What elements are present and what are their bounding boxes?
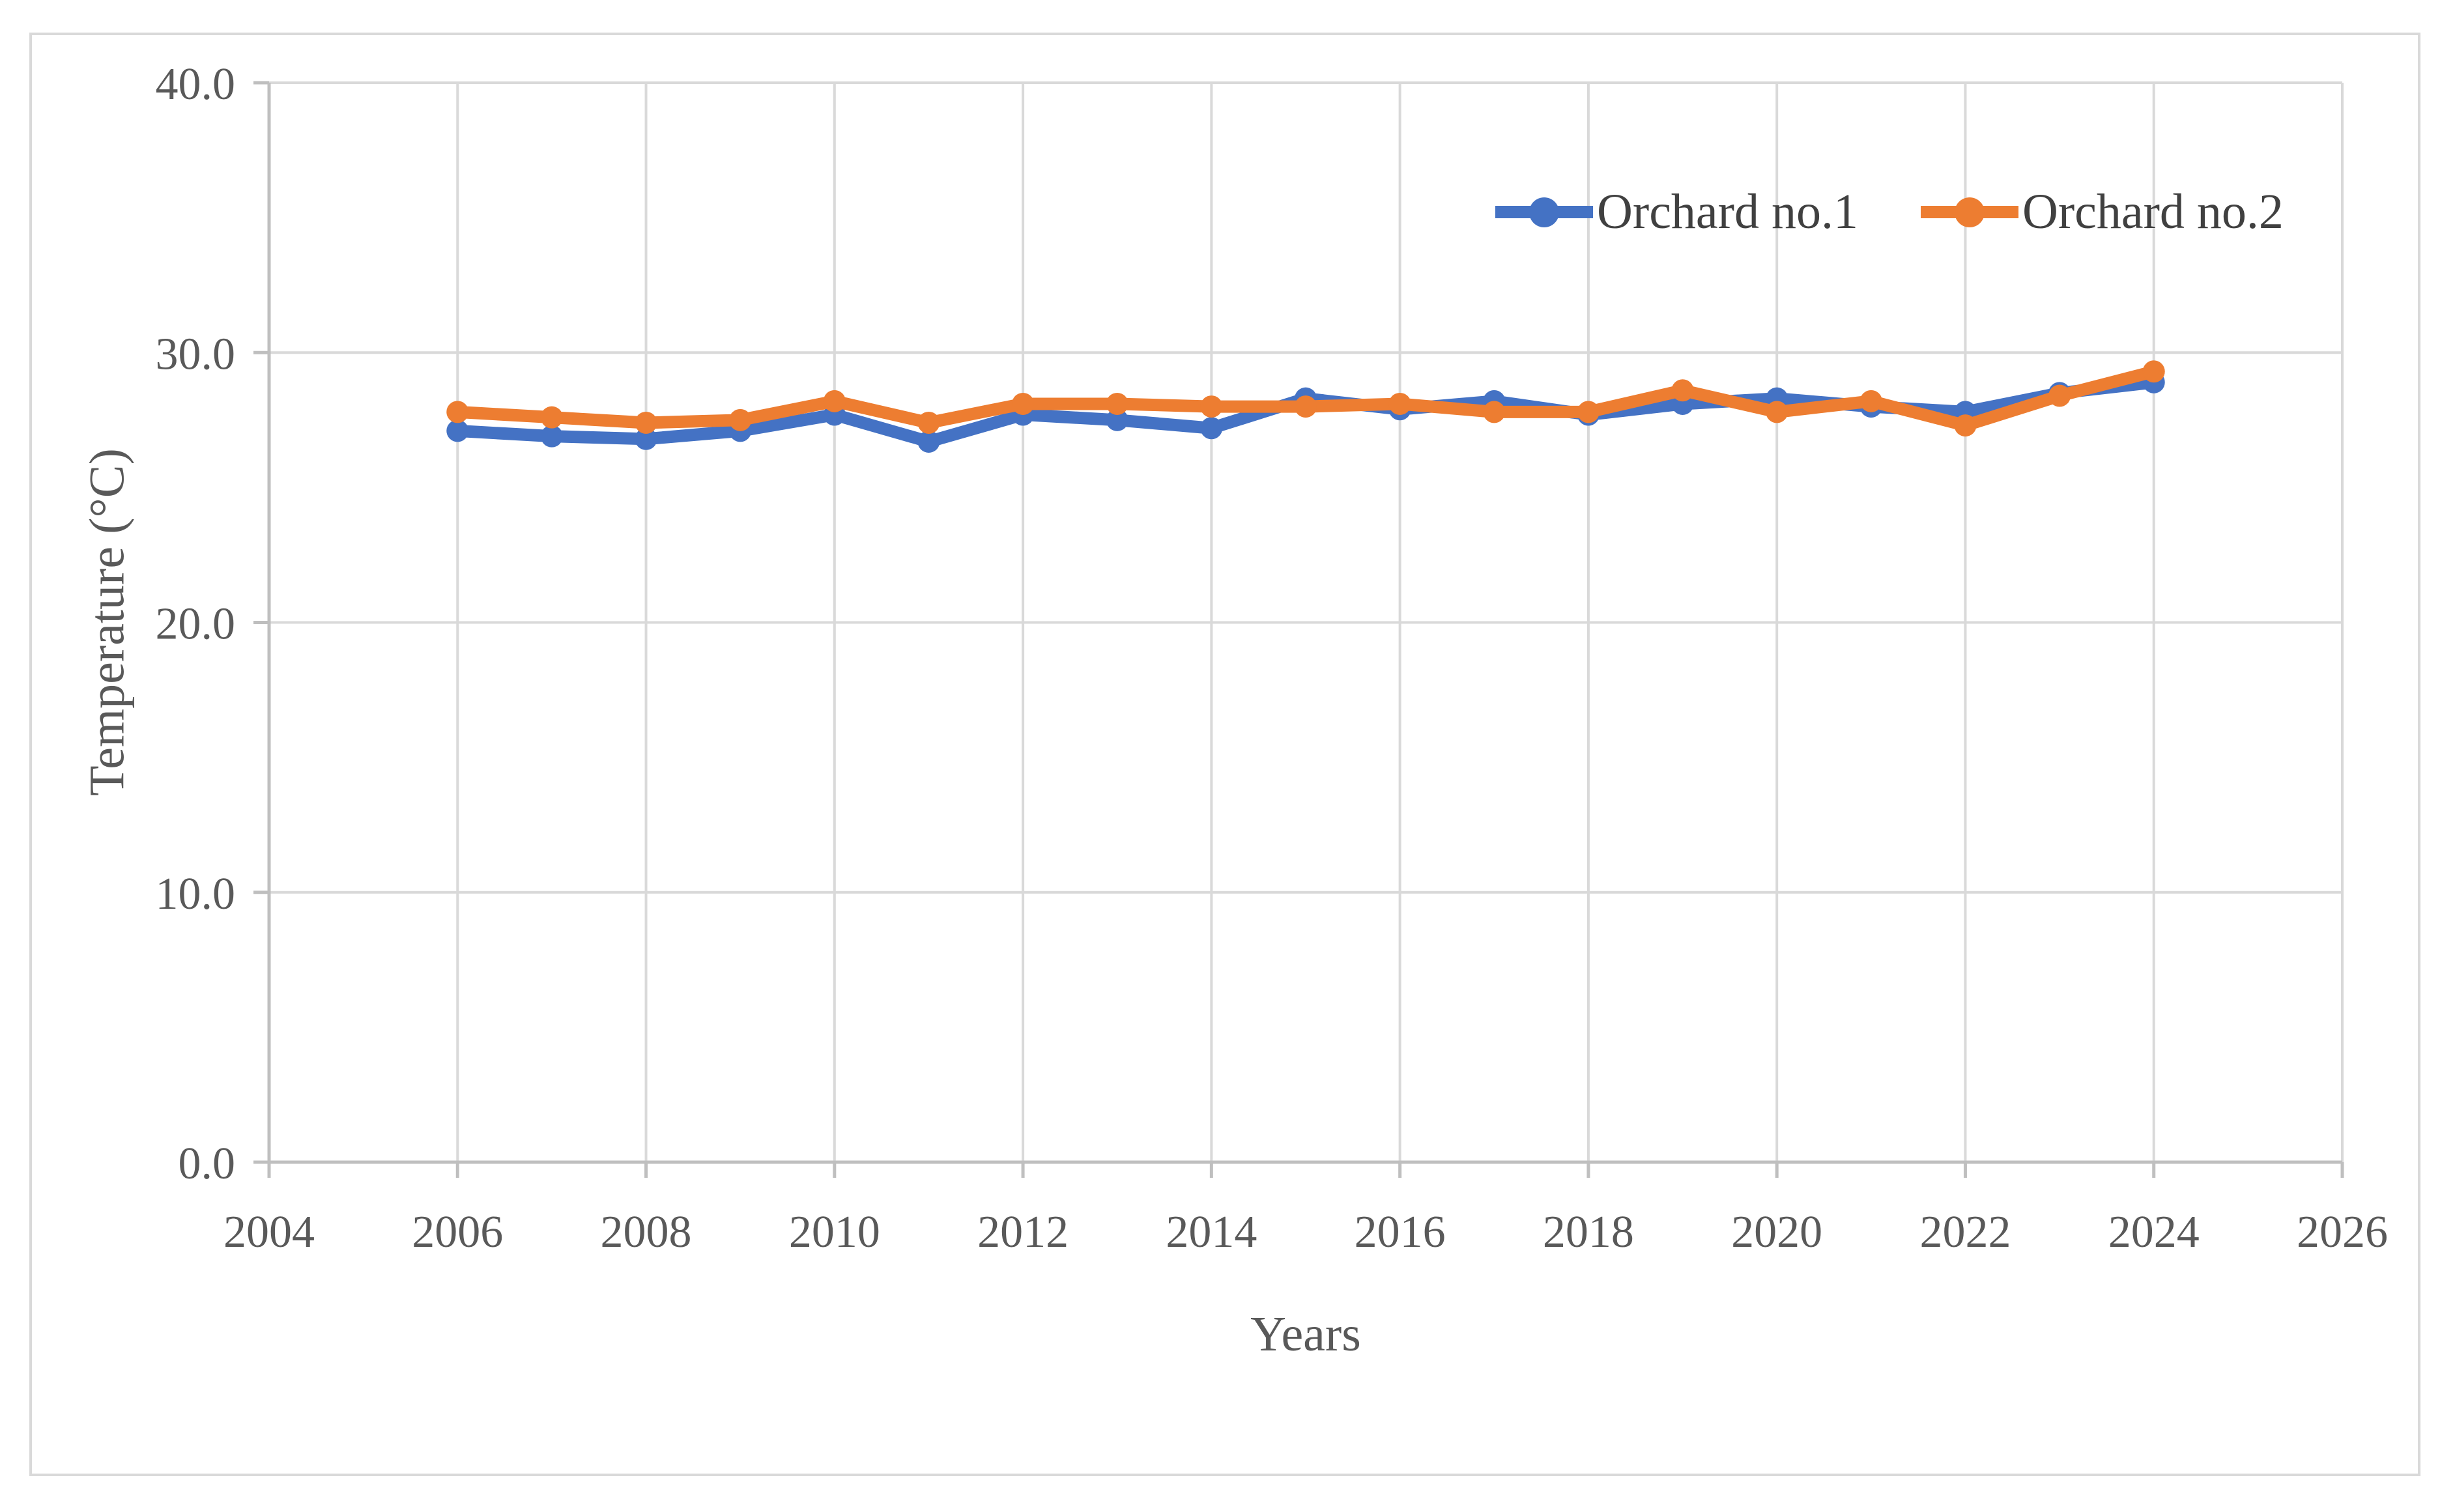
data-point-2 — [823, 390, 846, 412]
x-tick-label: 2006 — [412, 1207, 503, 1257]
data-point-2 — [1012, 392, 1035, 415]
x-tick-label: 2020 — [1731, 1207, 1822, 1257]
x-tick-label: 2018 — [1543, 1207, 1634, 1257]
data-point-2 — [1200, 395, 1223, 418]
legend: Orchard no.1 Orchard no.2 — [1495, 184, 2284, 240]
data-point-2 — [729, 408, 752, 431]
y-tick-label: 30.0 — [156, 329, 236, 379]
y-tick-label: 20.0 — [156, 599, 236, 649]
x-tick-label: 2008 — [601, 1207, 692, 1257]
data-point-2 — [635, 411, 657, 434]
data-point-2 — [2142, 360, 2165, 383]
data-point-2 — [1388, 392, 1411, 415]
data-point-2 — [1859, 390, 1882, 412]
data-point-1 — [1200, 417, 1223, 440]
legend-line-marker-icon — [1920, 195, 2018, 229]
data-point-2 — [1766, 401, 1788, 423]
data-point-2 — [917, 411, 940, 434]
legend-label: Orchard no.2 — [2022, 184, 2284, 239]
x-tick-label: 2012 — [977, 1207, 1069, 1257]
figure-border — [29, 33, 2420, 1476]
data-point-1 — [540, 425, 563, 448]
data-point-2 — [1577, 401, 1600, 423]
x-tick-label: 2004 — [223, 1207, 315, 1257]
x-tick-label: 2016 — [1355, 1207, 1446, 1257]
data-point-2 — [1671, 379, 1694, 402]
x-axis-title: Years — [1250, 1307, 1361, 1362]
data-point-1 — [446, 420, 469, 442]
y-tick-label: 40.0 — [156, 59, 236, 109]
data-point-1 — [635, 427, 657, 450]
data-point-2 — [1106, 392, 1128, 415]
x-tick-label: 2022 — [1919, 1207, 2011, 1257]
x-tick-label: 2024 — [2108, 1207, 2200, 1257]
x-tick-label: 2026 — [2297, 1207, 2388, 1257]
data-point-1 — [1106, 408, 1128, 431]
data-point-2 — [1954, 414, 1977, 437]
data-point-2 — [1295, 395, 1317, 418]
data-point-2 — [1483, 401, 1506, 423]
legend-line-marker-icon — [1495, 195, 1593, 229]
x-tick-label: 2010 — [789, 1207, 880, 1257]
legend-item-orchard-2: Orchard no.2 — [1920, 184, 2284, 240]
legend-label: Orchard no.1 — [1597, 184, 1858, 239]
data-point-2 — [446, 401, 469, 423]
y-tick-label: 0.0 — [179, 1139, 236, 1189]
x-tick-label: 2014 — [1166, 1207, 1257, 1257]
data-point-2 — [2048, 384, 2071, 407]
y-axis-title: Temperature (°C) — [79, 448, 135, 796]
y-tick-label: 10.0 — [156, 869, 236, 919]
legend-item-orchard-1: Orchard no.1 — [1495, 184, 1858, 240]
data-point-2 — [540, 406, 563, 429]
data-point-1 — [917, 430, 940, 453]
